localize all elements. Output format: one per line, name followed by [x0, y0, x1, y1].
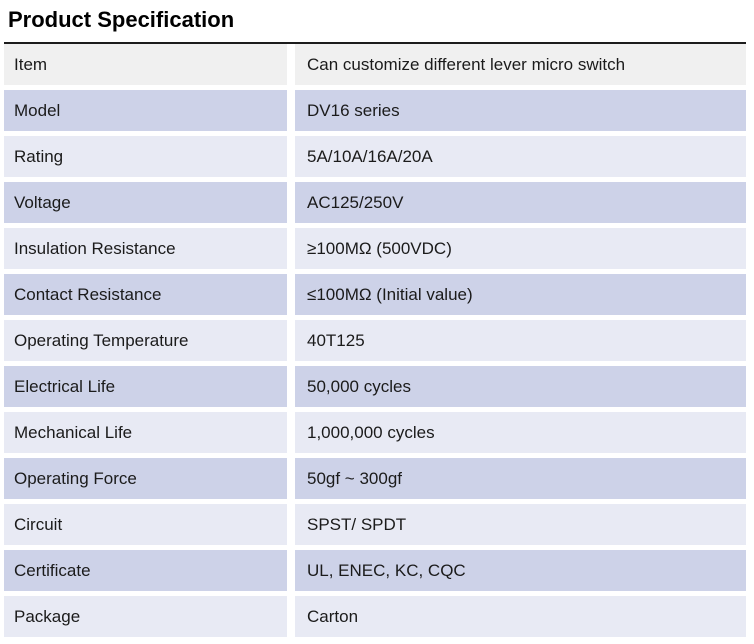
row-label-cell: Item	[4, 44, 295, 90]
table-row: Operating Force 50gf ~ 300gf	[4, 458, 746, 504]
row-label-cell: Circuit	[4, 504, 295, 550]
product-specification-page: Product Specification Item Can customize…	[0, 6, 754, 644]
row-value-cell: DV16 series	[295, 90, 746, 136]
row-value-cell: SPST/ SPDT	[295, 504, 746, 550]
spec-table-body: Item Can customize different lever micro…	[4, 44, 746, 642]
row-value-cell: 5A/10A/16A/20A	[295, 136, 746, 182]
spec-table: Item Can customize different lever micro…	[4, 44, 746, 642]
row-label-cell: Contact Resistance	[4, 274, 295, 320]
row-value-cell: AC125/250V	[295, 182, 746, 228]
row-value-cell: 1,000,000 cycles	[295, 412, 746, 458]
row-label-cell: Operating Force	[4, 458, 295, 504]
row-value-cell: ≥100MΩ (500VDC)	[295, 228, 746, 274]
page-title: Product Specification	[8, 7, 235, 32]
row-value-cell: UL, ENEC, KC, CQC	[295, 550, 746, 596]
table-row: Package Carton	[4, 596, 746, 642]
row-value-cell: 50gf ~ 300gf	[295, 458, 746, 504]
row-label-cell: Voltage	[4, 182, 295, 228]
table-row: Insulation Resistance ≥100MΩ (500VDC)	[4, 228, 746, 274]
table-row: Rating 5A/10A/16A/20A	[4, 136, 746, 182]
row-value-cell: 40T125	[295, 320, 746, 366]
row-label-cell: Model	[4, 90, 295, 136]
row-value-cell: 50,000 cycles	[295, 366, 746, 412]
row-label-cell: Mechanical Life	[4, 412, 295, 458]
row-label-cell: Insulation Resistance	[4, 228, 295, 274]
table-row: Electrical Life 50,000 cycles	[4, 366, 746, 412]
row-value-cell: ≤100MΩ (Initial value)	[295, 274, 746, 320]
table-row: Certificate UL, ENEC, KC, CQC	[4, 550, 746, 596]
row-value-cell: Carton	[295, 596, 746, 642]
table-row: Circuit SPST/ SPDT	[4, 504, 746, 550]
row-label-cell: Package	[4, 596, 295, 642]
row-value-cell: Can customize different lever micro swit…	[295, 44, 746, 90]
spec-table-container: Item Can customize different lever micro…	[4, 42, 746, 642]
table-row: Mechanical Life 1,000,000 cycles	[4, 412, 746, 458]
table-row: Contact Resistance ≤100MΩ (Initial value…	[4, 274, 746, 320]
table-row: Operating Temperature 40T125	[4, 320, 746, 366]
table-row: Model DV16 series	[4, 90, 746, 136]
table-row: Item Can customize different lever micro…	[4, 44, 746, 90]
row-label-cell: Rating	[4, 136, 295, 182]
row-label-cell: Operating Temperature	[4, 320, 295, 366]
table-row: Voltage AC125/250V	[4, 182, 746, 228]
row-label-cell: Electrical Life	[4, 366, 295, 412]
row-label-cell: Certificate	[4, 550, 295, 596]
